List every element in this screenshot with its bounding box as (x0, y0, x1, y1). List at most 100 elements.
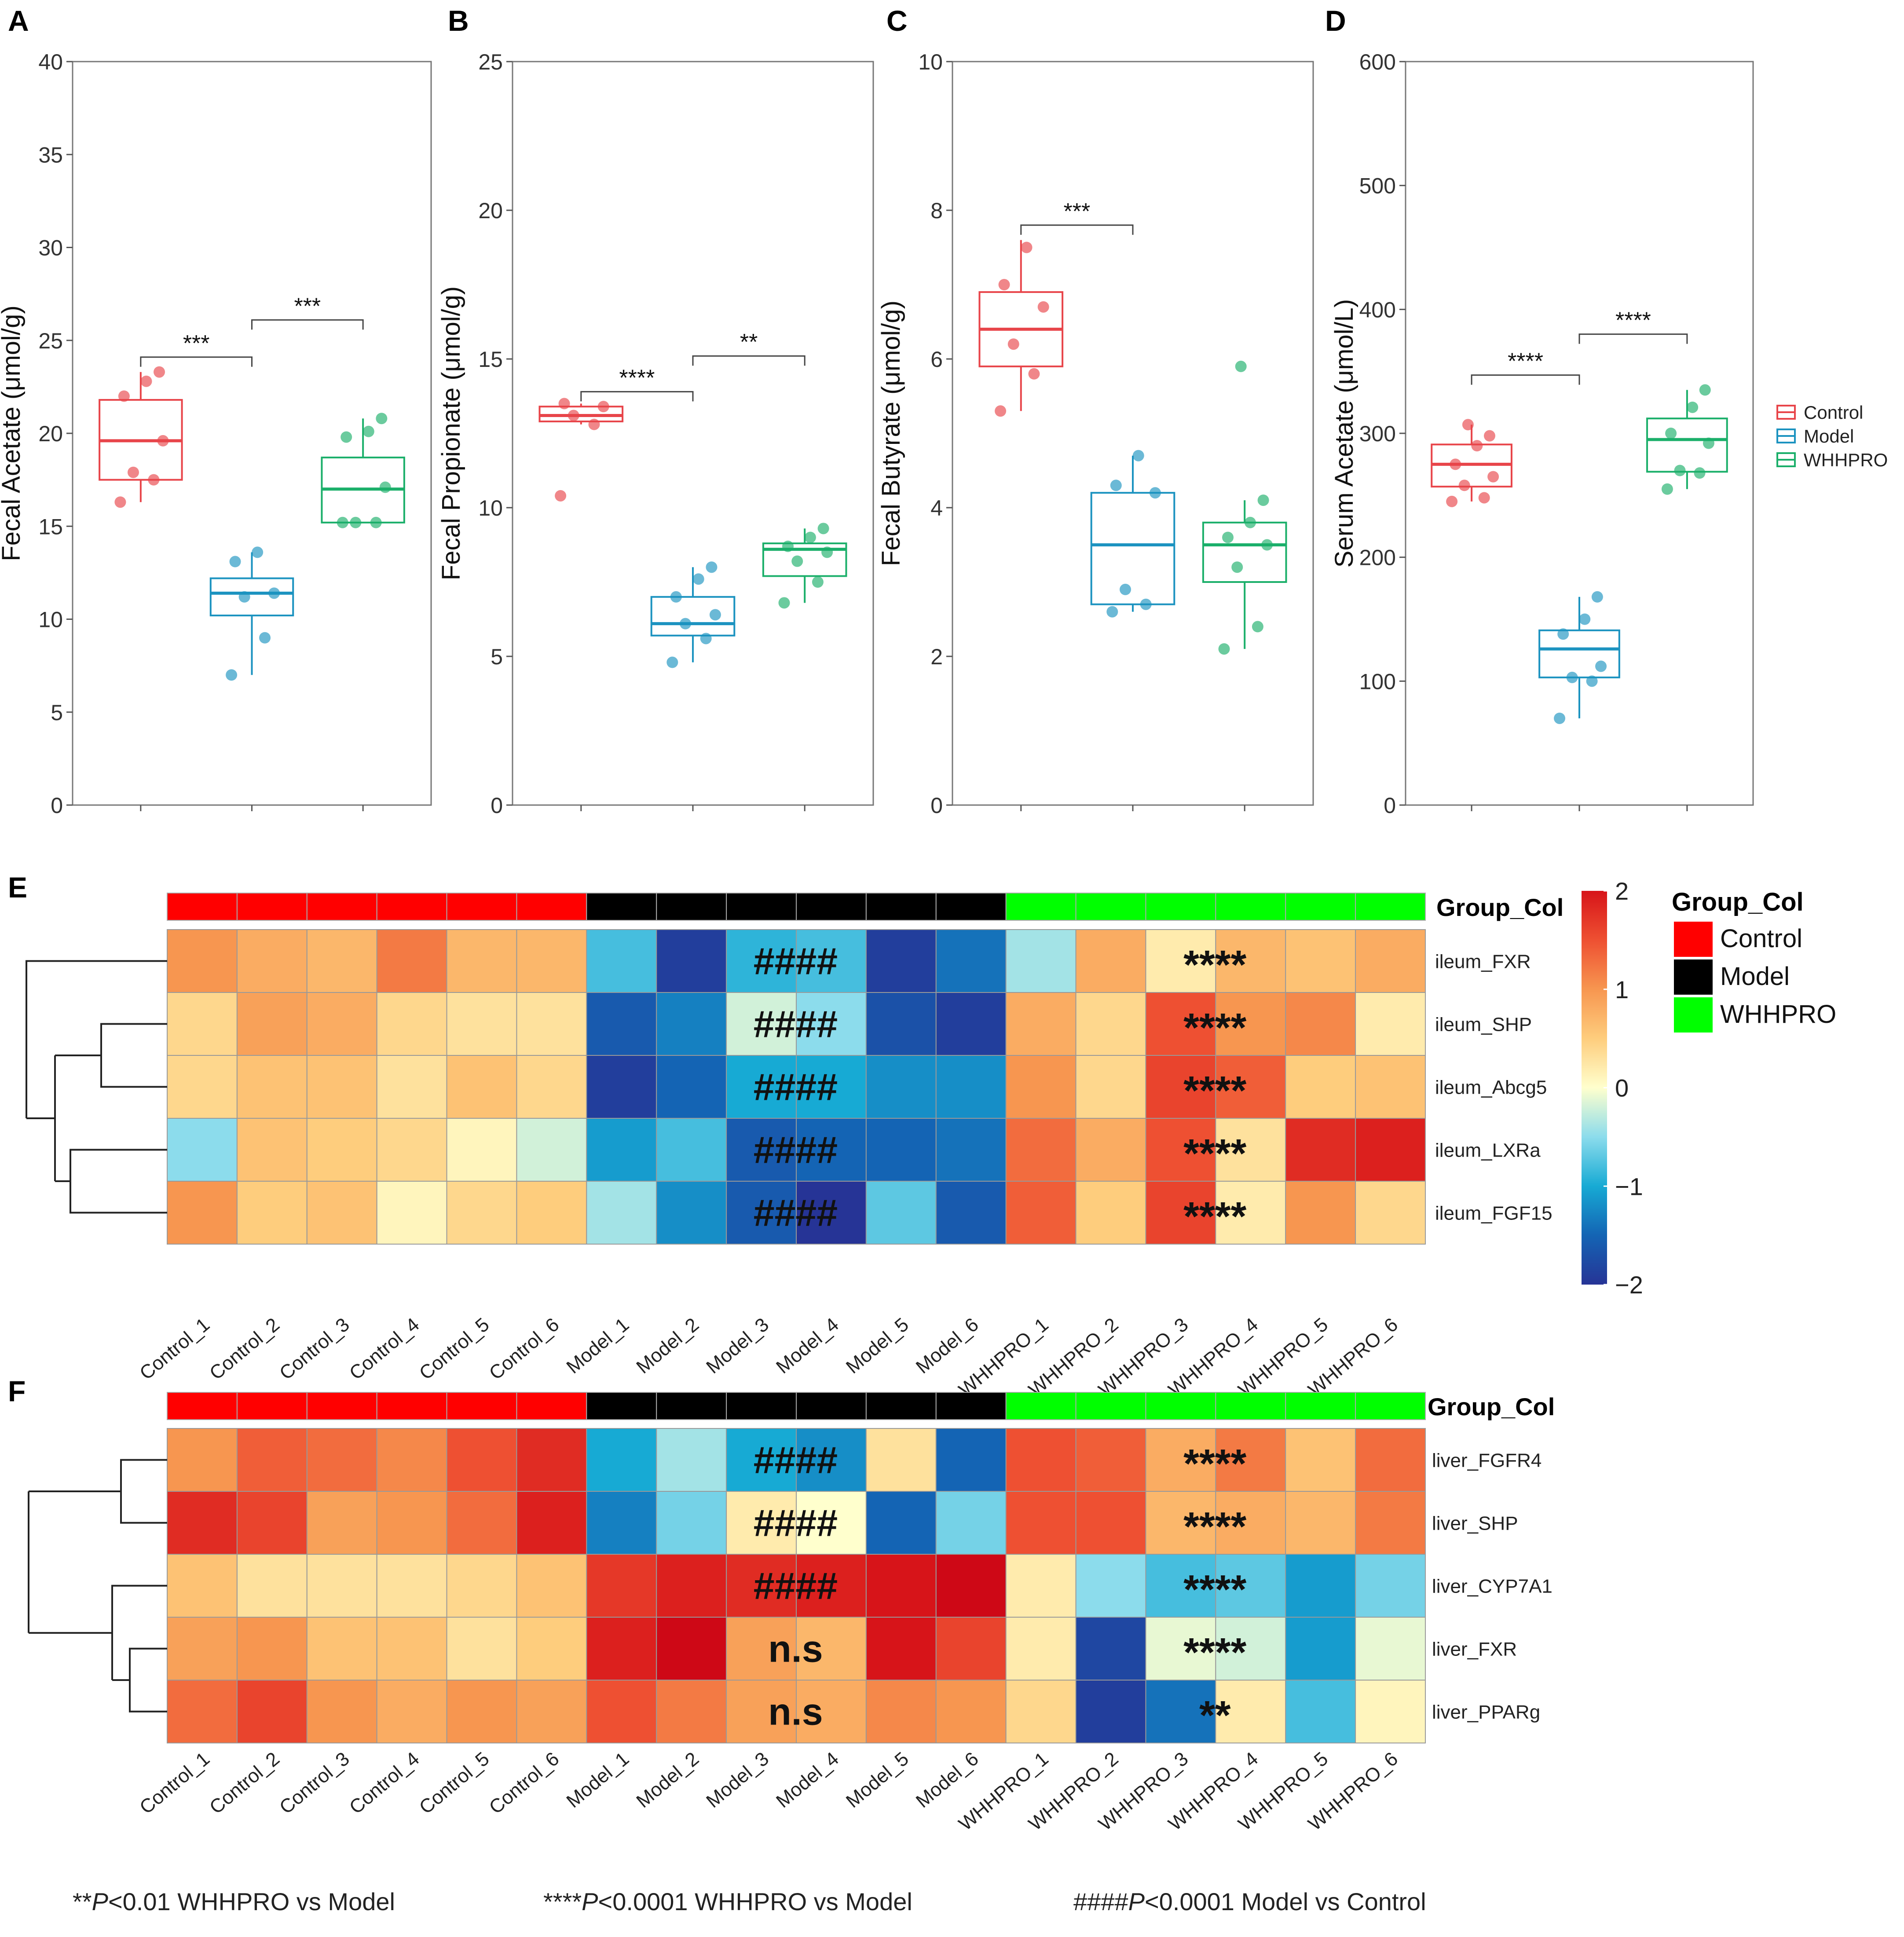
data-point (379, 481, 391, 493)
heatmap-cell (1355, 992, 1426, 1056)
group-bar-cell (656, 1392, 727, 1420)
y-tick-label: 0 (491, 793, 503, 818)
y-axis-label: Fecal Acetate (μmol/g) (0, 305, 26, 561)
data-point (1252, 621, 1263, 633)
y-tick-label: 5 (491, 644, 503, 669)
heatmap-cell (446, 1055, 517, 1119)
data-point (817, 523, 829, 535)
heatmap-cell (376, 1055, 447, 1119)
heatmap-cell (1005, 1554, 1076, 1618)
row-label: liver_SHP (1432, 1513, 1518, 1534)
data-point (259, 632, 271, 644)
data-point (1462, 419, 1474, 431)
row-label: liver_CYP7A1 (1432, 1576, 1552, 1597)
box-model (1090, 450, 1175, 618)
group-bar-cell (1215, 1392, 1286, 1420)
panel-letter-E: E (8, 871, 27, 904)
group-bar-cell (935, 893, 1007, 921)
data-point (1149, 487, 1161, 499)
colorbar: 2 1 0 −1 −2 (1582, 877, 1643, 1299)
group-bar-cell (865, 893, 937, 921)
heatmap-cell (1145, 1680, 1216, 1743)
column-label: Model_5 (842, 1748, 913, 1812)
data-point (1478, 492, 1490, 504)
data-point (1458, 480, 1470, 491)
y-tick-label: 10 (478, 496, 503, 520)
box-control (1431, 419, 1512, 507)
heatmap-cell (656, 1428, 727, 1492)
column-label: Control_6 (485, 1748, 564, 1818)
heatmap-cell (446, 992, 517, 1056)
heatmap-cell (1355, 929, 1426, 993)
data-point (127, 466, 139, 478)
column-label: Model_4 (772, 1314, 843, 1378)
group-bar-cell (1215, 893, 1286, 921)
column-label: Control_4 (345, 1314, 424, 1384)
heatmap-cell (1075, 929, 1146, 993)
data-point (812, 576, 824, 588)
heatmap-cell (167, 1680, 238, 1743)
annotation-whhpro: **** (1183, 1131, 1246, 1176)
data-point (778, 597, 790, 609)
y-tick-label: 25 (38, 329, 63, 353)
box-whhpro (1202, 360, 1287, 655)
row-label: ileum_FXR (1435, 951, 1531, 973)
data-point (337, 516, 348, 528)
data-point (1699, 384, 1711, 396)
boxplot-panel-A: 0 5 10 15 20 25 30 35 40 Fecal Acetate (μmol/g) **… (0, 50, 432, 818)
group-bar-cell (1075, 1392, 1146, 1420)
heatmap-cell (656, 1118, 727, 1182)
group-legend-label-control: Control (1720, 924, 1802, 953)
heatmap-cell (796, 1680, 867, 1743)
row-label: liver_FGFR4 (1432, 1450, 1542, 1472)
heatmap-cell (586, 1680, 657, 1743)
heatmap-cell (236, 929, 308, 993)
heatmap-cell (586, 1118, 657, 1182)
significance-label: *** (294, 293, 321, 319)
y-tick-label: 8 (930, 198, 943, 223)
data-point (118, 390, 130, 402)
box-control (538, 398, 624, 502)
column-label: Control_2 (205, 1314, 284, 1384)
column-label: Model_6 (912, 1748, 983, 1812)
annotation-model: #### (754, 1192, 838, 1234)
heatmap-cell (446, 1118, 517, 1182)
heatmap-cell (446, 1428, 517, 1492)
column-label: Model_6 (912, 1314, 983, 1378)
heatmap-cell (167, 929, 238, 993)
data-point (376, 413, 388, 425)
heatmap-cell (1145, 992, 1216, 1056)
heatmap-cell (516, 929, 587, 993)
heatmap-cell (586, 1055, 657, 1119)
data-point (1132, 450, 1144, 461)
y-tick-label: 100 (1359, 669, 1396, 694)
heatmap-cell (236, 1680, 308, 1743)
panel-letter-A: A (8, 4, 29, 37)
row-label: ileum_Abcg5 (1435, 1077, 1547, 1098)
heatmap-cell (446, 1617, 517, 1681)
legend-label-whhpro: WHHPRO (1804, 450, 1888, 470)
heatmap-cell (935, 1118, 1007, 1182)
column-label: Control_3 (275, 1748, 354, 1818)
column-label: Model_3 (702, 1314, 773, 1378)
row-label: ileum_SHP (1435, 1014, 1532, 1036)
group-legend-label-whhpro: WHHPRO (1720, 1000, 1836, 1029)
y-tick-label: 10 (38, 608, 63, 632)
heatmap-cell (865, 1181, 937, 1245)
column-label: Model_5 (842, 1314, 913, 1378)
heatmap-cell (167, 1055, 238, 1119)
row-label: ileum_FGF15 (1435, 1203, 1552, 1224)
heatmap-cell (167, 1617, 238, 1681)
annotation-model: #### (754, 941, 838, 983)
data-point (1661, 483, 1673, 495)
heatmap-cell (586, 1181, 657, 1245)
y-tick-label: 40 (38, 50, 63, 74)
heatmap-cell (656, 1181, 727, 1245)
heatmap-cell (376, 1554, 447, 1618)
data-point (1595, 660, 1607, 672)
significance-bracket (1471, 374, 1580, 385)
heatmap-cell (586, 929, 657, 993)
heatmap-cell (1005, 1617, 1076, 1681)
data-point (1487, 471, 1499, 483)
